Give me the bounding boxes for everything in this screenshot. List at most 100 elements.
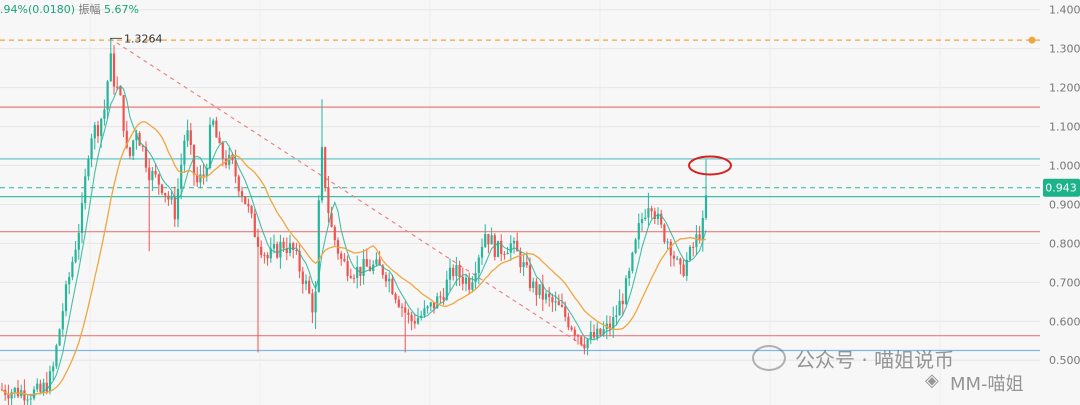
candle-body (340, 253, 343, 259)
candle-body (477, 257, 480, 274)
candle-body (378, 259, 381, 266)
candle-body (704, 195, 708, 218)
candle-body (551, 297, 554, 303)
candle-body (311, 293, 314, 313)
candle-body (400, 306, 404, 308)
candle-body (445, 279, 448, 300)
candle-body (234, 160, 237, 177)
candle-body (660, 213, 663, 225)
candle-body (202, 174, 205, 177)
candle-body (413, 321, 416, 324)
ma-fast-line (1, 84, 707, 397)
watermark-account: 公众号 · 喵姐说币 (795, 348, 955, 372)
candle-body (295, 250, 298, 252)
candle-body (666, 241, 669, 243)
candle-body (391, 278, 394, 295)
candle-body (538, 284, 541, 296)
candle-body (352, 277, 356, 279)
candle-body (506, 252, 509, 255)
candle-body (458, 265, 461, 277)
candle-body (74, 249, 77, 262)
candle-body (205, 168, 208, 177)
candle-body (618, 300, 621, 316)
candle-body (461, 276, 464, 284)
candle-body (698, 234, 701, 241)
candle-body (532, 281, 535, 289)
candle-body (269, 248, 272, 259)
high-annotation-label: 1.3264 (124, 32, 163, 45)
candle-body (154, 170, 157, 175)
candle-body (580, 336, 583, 345)
candle-body (253, 213, 256, 238)
candle-body (52, 366, 55, 372)
candle-body (583, 344, 586, 349)
candle-body (669, 241, 672, 256)
candle-body (423, 308, 426, 316)
candle-body (634, 239, 637, 253)
candle-body (164, 193, 167, 196)
candle-body (519, 251, 522, 268)
candle-body (186, 130, 189, 141)
candle-body (135, 133, 138, 141)
candle-body (343, 258, 346, 262)
candle-body (55, 345, 58, 367)
highlight-ellipse (688, 155, 732, 176)
candle-body (589, 331, 592, 340)
candle-body (381, 265, 384, 275)
candle-body (602, 329, 605, 335)
candle-body (592, 331, 596, 338)
y-tick-label: 0.500 (1049, 354, 1080, 367)
candle-body (672, 255, 676, 259)
candle-body (282, 241, 285, 249)
candle-body (368, 266, 372, 271)
candle-body (522, 262, 525, 268)
candle-body (173, 197, 176, 220)
candle-body (26, 399, 29, 401)
candle-body (346, 261, 349, 276)
candle-body (576, 335, 580, 337)
candle-body (48, 371, 52, 392)
candle-body (500, 240, 503, 254)
trendline (109, 37, 586, 348)
candle-body (308, 280, 311, 294)
candle-body (87, 159, 90, 177)
candle-body (272, 244, 276, 249)
candle-body (141, 145, 144, 147)
y-tick-label: 1.400 (1049, 4, 1080, 17)
candle-body (564, 306, 567, 317)
current-price-badge (1043, 178, 1080, 197)
candle-body (276, 244, 279, 258)
candle-body (167, 195, 170, 200)
candle-body (183, 140, 186, 165)
candle-body (701, 217, 704, 241)
candle-body (7, 394, 10, 399)
candle-body (388, 278, 391, 282)
candle-body (484, 234, 487, 247)
candle-body (106, 81, 109, 110)
candle-body (77, 232, 80, 250)
candle-body (656, 213, 660, 220)
candle-body (144, 146, 148, 168)
ma-slow-line (1, 121, 707, 396)
candle-body (496, 240, 500, 257)
candle-body (327, 187, 330, 214)
candle-body (516, 240, 519, 252)
candle-body (10, 392, 13, 399)
candle-body (244, 196, 247, 204)
candle-body (247, 203, 250, 207)
candle-body (170, 197, 173, 200)
candle-body (404, 307, 407, 313)
candle-body (208, 124, 212, 169)
change-value: .94%(0.0180) (0, 3, 76, 16)
candle-body (96, 125, 100, 137)
candle-body (615, 315, 618, 318)
candle-body (13, 387, 16, 393)
candle-body (100, 118, 103, 137)
candle-body (93, 125, 96, 139)
candle-body (122, 95, 125, 131)
y-tick-label: 1.000 (1049, 160, 1080, 173)
y-tick-label: 0.800 (1049, 237, 1080, 250)
candle-body (676, 258, 679, 260)
candle-body (279, 241, 282, 258)
